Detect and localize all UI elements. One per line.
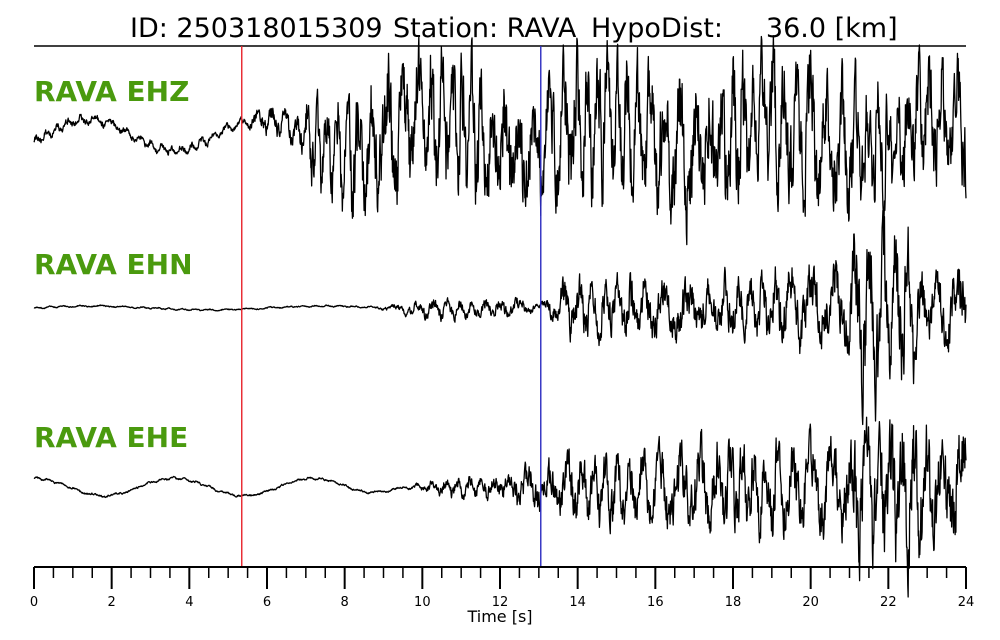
x-tick-label: 18: [725, 595, 742, 610]
phase-picks: [241, 46, 542, 567]
x-tick-label: 6: [263, 595, 271, 610]
x-axis-ticks: [33, 567, 967, 589]
x-tick-label: 14: [569, 595, 586, 610]
channel-label-ehe: RAVA EHE: [34, 421, 188, 454]
waveform-traces: [33, 35, 967, 598]
x-tick-label: 12: [492, 595, 509, 610]
trace-ehn: [33, 209, 967, 426]
trace-ehz: [33, 35, 967, 246]
x-axis-label: Time [s]: [466, 607, 532, 626]
channel-label-ehz: RAVA EHZ: [34, 75, 189, 108]
hypo-distance-title: HypoDist: 36.0 [km]: [591, 13, 898, 44]
x-tick-label: 10: [414, 595, 431, 610]
x-tick-label: 8: [341, 595, 349, 610]
x-axis-tick-labels: 0 2 4 6 8 10 12 14 16 18 20 22 24: [30, 595, 974, 610]
x-tick-label: 2: [108, 595, 116, 610]
station-title: Station: RAVA: [393, 13, 577, 44]
x-tick-label: 0: [30, 595, 38, 610]
channel-label-ehn: RAVA EHN: [34, 248, 193, 281]
x-tick-label: 22: [880, 595, 897, 610]
x-tick-label: 16: [647, 595, 664, 610]
x-tick-label: 24: [958, 595, 975, 610]
x-tick-label: 4: [185, 595, 193, 610]
x-tick-label: 20: [802, 595, 819, 610]
event-id-title: ID: 250318015309: [130, 13, 383, 44]
trace-ehe: [33, 416, 967, 598]
